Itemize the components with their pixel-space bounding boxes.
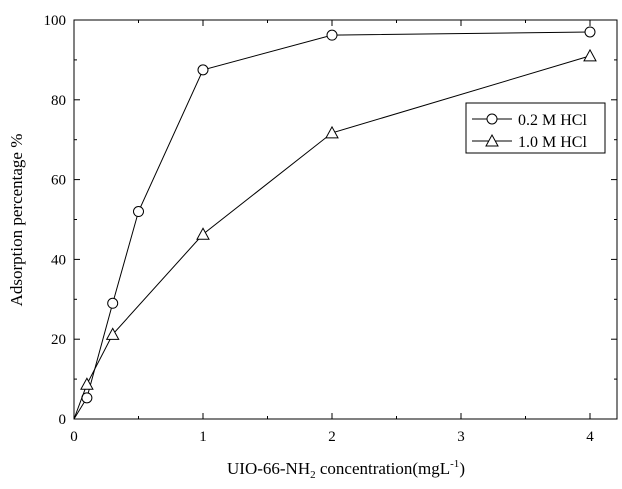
y-tick-label-2: 40 [51,252,66,268]
x-tick-label-4: 4 [586,429,594,445]
x-axis-label: UIO-66-NH2 concentration(mgL-1) [227,458,465,481]
y-tick-label-5: 100 [44,13,67,29]
x-tick-label-2: 2 [328,429,336,445]
x-axis-label-main: UIO-66-NH [227,459,310,478]
legend-marker-series-1 [485,133,499,147]
x-axis-label-superscript: -1 [450,458,459,470]
series-1-point-2 [105,327,120,340]
series-line-0 [73,31,591,420]
series-0-point-2 [107,297,119,309]
legend-label-series-1: 1.0 M HCl [518,134,587,151]
y-tick-label-1: 20 [51,332,66,348]
x-axis-label-rest: concentration(mgL [316,459,451,478]
plot-frame [73,19,618,420]
legend: 0.2 M HCl 1.0 M HCl [465,102,606,154]
y-tick-label-4: 80 [51,93,66,109]
y-tick-label-0: 0 [59,412,67,428]
series-layer [73,26,597,420]
x-axis-label-end: ) [459,459,465,478]
x-axis-label-subscript: 2 [310,469,316,481]
series-1-point-1 [80,377,94,390]
series-0-point-5 [326,29,338,41]
series-0-point-3 [133,206,144,218]
legend-marker-series-0 [486,113,498,125]
series-1 [73,48,597,420]
series-1-point-4 [325,125,339,139]
legend-label-series-0: 0.2 M HCl [518,112,587,129]
x-tick-label-1: 1 [199,429,207,445]
series-line-1 [73,55,591,420]
series-0 [73,26,596,420]
x-tick-label-0: 0 [70,429,78,445]
series-0-point-6 [584,26,596,38]
series-0-point-4 [197,64,209,76]
series-1-point-5 [583,48,597,62]
y-axis-label: Adsorption percentage % [7,134,26,307]
x-tick-label-3: 3 [457,429,465,445]
series-1-point-3 [196,227,210,240]
y-tick-label-3: 60 [51,173,66,189]
